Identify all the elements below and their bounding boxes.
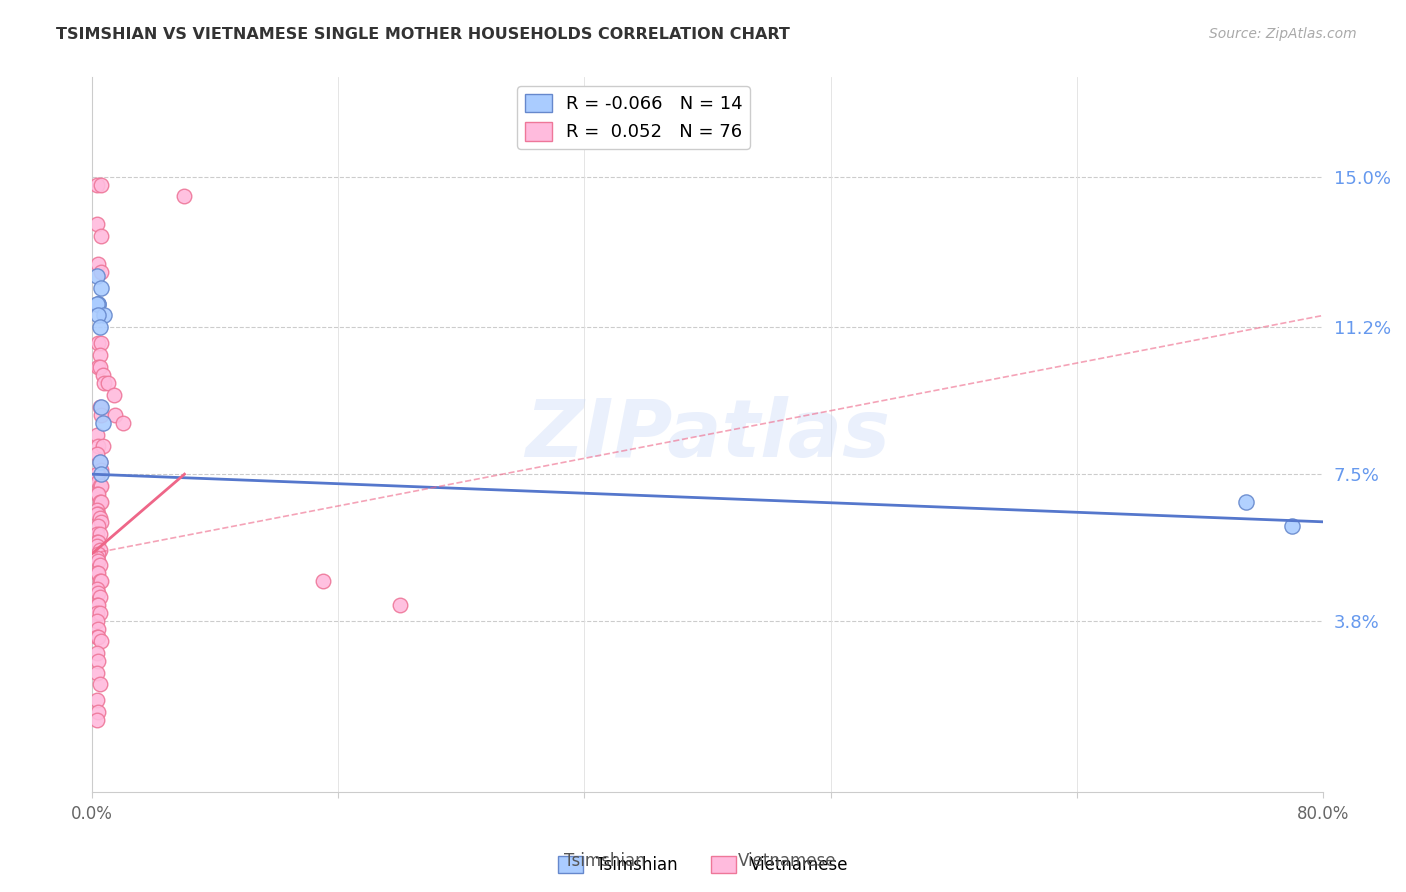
Point — [173, 189, 195, 203]
Point — [91, 416, 114, 430]
Text: Vietnamese: Vietnamese — [738, 852, 837, 870]
Text: TSIMSHIAN VS VIETNAMESE SINGLE MOTHER HOUSEHOLDS CORRELATION CHART: TSIMSHIAN VS VIETNAMESE SINGLE MOTHER HO… — [56, 27, 790, 42]
Point — [86, 582, 108, 597]
Point — [86, 539, 108, 553]
Point — [86, 507, 108, 521]
Point — [87, 257, 110, 271]
Point — [90, 633, 112, 648]
Point — [86, 606, 108, 620]
Point — [87, 554, 110, 568]
Point — [86, 447, 108, 461]
Point — [90, 229, 112, 244]
Point — [87, 705, 110, 719]
Point — [90, 178, 112, 192]
Point — [86, 598, 108, 612]
Point — [89, 495, 111, 509]
Point — [90, 495, 112, 509]
Point — [89, 606, 111, 620]
Point — [90, 400, 112, 414]
Point — [1281, 518, 1303, 533]
Point — [87, 296, 110, 310]
Point — [86, 534, 108, 549]
Point — [90, 515, 112, 529]
Point — [86, 427, 108, 442]
Point — [89, 558, 111, 573]
Point — [87, 547, 110, 561]
Point — [86, 503, 108, 517]
Point — [87, 622, 110, 636]
Point — [87, 336, 110, 351]
Point — [86, 630, 108, 644]
Point — [87, 518, 110, 533]
Point — [86, 467, 108, 482]
Point — [87, 598, 110, 612]
Point — [86, 268, 108, 283]
Point — [86, 713, 108, 727]
Point — [86, 296, 108, 310]
Point — [1234, 495, 1257, 509]
Point — [89, 590, 111, 604]
Point — [86, 646, 108, 660]
Point — [89, 320, 111, 334]
Point — [89, 511, 111, 525]
Point — [89, 400, 111, 414]
Point — [86, 665, 108, 680]
Point — [90, 574, 112, 589]
Point — [103, 388, 125, 402]
Point — [388, 598, 411, 612]
Point — [87, 296, 110, 310]
Point — [87, 630, 110, 644]
Point — [87, 360, 110, 375]
Point — [87, 534, 110, 549]
Point — [90, 281, 112, 295]
Point — [87, 475, 110, 489]
Point — [86, 178, 108, 192]
Point — [87, 309, 110, 323]
Point — [89, 479, 111, 493]
Point — [86, 693, 108, 707]
Text: ZIPatlas: ZIPatlas — [524, 395, 890, 474]
Point — [89, 542, 111, 557]
Point — [86, 614, 108, 628]
Point — [111, 416, 134, 430]
Point — [89, 455, 111, 469]
Text: Source: ZipAtlas.com: Source: ZipAtlas.com — [1209, 27, 1357, 41]
Point — [86, 487, 108, 501]
Point — [87, 467, 110, 482]
Point — [97, 376, 120, 390]
Point — [89, 348, 111, 362]
Point — [89, 360, 111, 375]
Point — [86, 566, 108, 581]
Point — [89, 677, 111, 691]
Point — [90, 463, 112, 477]
Point — [312, 574, 335, 589]
Text: Tsimshian: Tsimshian — [564, 852, 645, 870]
Legend: R = -0.066   N = 14, R =  0.052   N = 76: R = -0.066 N = 14, R = 0.052 N = 76 — [517, 87, 749, 149]
Point — [87, 654, 110, 668]
Point — [90, 479, 112, 493]
Point — [90, 467, 112, 482]
Point — [86, 217, 108, 231]
Point — [87, 439, 110, 453]
Legend: Tsimshian, Vietnamese: Tsimshian, Vietnamese — [551, 849, 855, 881]
Point — [93, 309, 115, 323]
Point — [90, 408, 112, 422]
Point — [89, 455, 111, 469]
Point — [91, 439, 114, 453]
Point — [86, 526, 108, 541]
Point — [104, 408, 127, 422]
Point — [89, 574, 111, 589]
Point — [91, 368, 114, 382]
Point — [87, 507, 110, 521]
Point — [90, 265, 112, 279]
Point — [93, 376, 115, 390]
Point — [90, 336, 112, 351]
Point — [87, 566, 110, 581]
Point — [89, 526, 111, 541]
Point — [87, 487, 110, 501]
Point — [87, 586, 110, 600]
Point — [86, 550, 108, 565]
